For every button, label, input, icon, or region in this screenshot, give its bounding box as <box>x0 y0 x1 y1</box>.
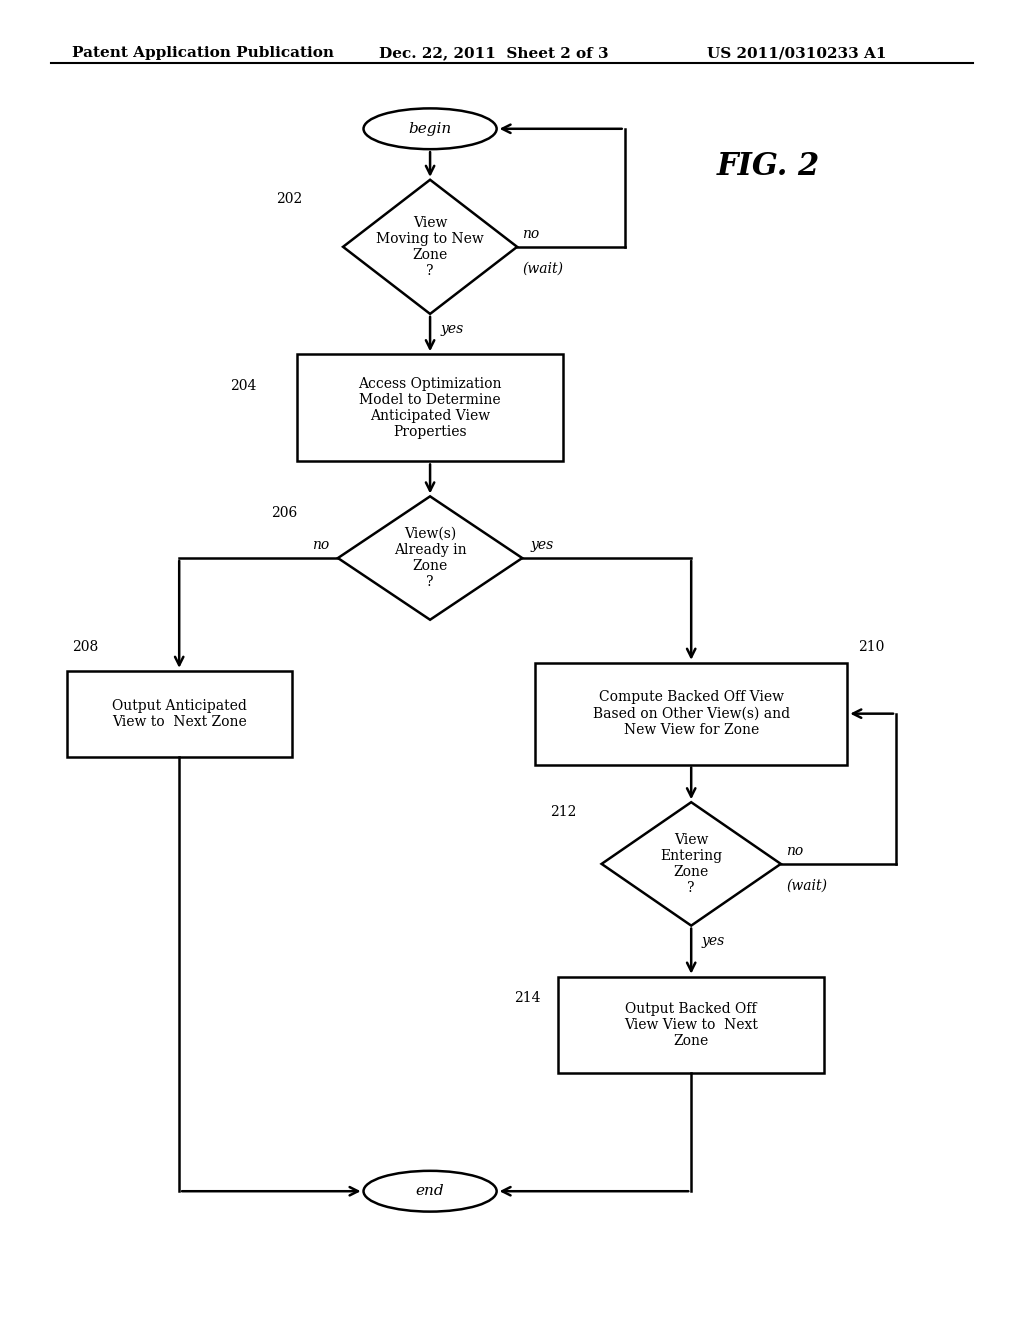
Text: Output Anticipated
View to  Next Zone: Output Anticipated View to Next Zone <box>112 698 247 729</box>
Text: (wait): (wait) <box>522 261 563 276</box>
Text: 202: 202 <box>275 191 302 206</box>
Text: no: no <box>786 843 803 858</box>
Text: Output Backed Off
View View to  Next
Zone: Output Backed Off View View to Next Zone <box>625 1002 758 1048</box>
Text: View(s)
Already in
Zone
?: View(s) Already in Zone ? <box>394 527 466 589</box>
Text: 206: 206 <box>270 506 297 520</box>
Text: FIG. 2: FIG. 2 <box>717 150 820 182</box>
Text: Compute Backed Off View
Based on Other View(s) and
New View for Zone: Compute Backed Off View Based on Other V… <box>593 690 790 737</box>
Bar <box>67 671 292 756</box>
Text: 214: 214 <box>514 991 541 1005</box>
Text: 208: 208 <box>72 640 98 655</box>
Text: begin: begin <box>409 121 452 136</box>
Text: Patent Application Publication: Patent Application Publication <box>72 46 334 61</box>
Bar <box>297 354 563 462</box>
Text: 210: 210 <box>858 640 884 653</box>
Text: 204: 204 <box>229 379 256 393</box>
Text: no: no <box>312 539 330 552</box>
Text: (wait): (wait) <box>786 878 827 892</box>
Text: View
Moving to New
Zone
?: View Moving to New Zone ? <box>376 215 484 279</box>
Text: Access Optimization
Model to Determine
Anticipated View
Properties: Access Optimization Model to Determine A… <box>358 376 502 440</box>
Text: Dec. 22, 2011  Sheet 2 of 3: Dec. 22, 2011 Sheet 2 of 3 <box>379 46 608 61</box>
Text: 212: 212 <box>550 805 575 820</box>
Text: yes: yes <box>701 933 725 948</box>
Text: yes: yes <box>440 322 464 335</box>
Text: end: end <box>416 1184 444 1199</box>
Text: US 2011/0310233 A1: US 2011/0310233 A1 <box>707 46 886 61</box>
Text: no: no <box>522 227 540 242</box>
Bar <box>536 663 848 764</box>
Bar <box>558 977 824 1073</box>
Text: View
Entering
Zone
?: View Entering Zone ? <box>660 833 722 895</box>
Text: yes: yes <box>530 539 554 552</box>
